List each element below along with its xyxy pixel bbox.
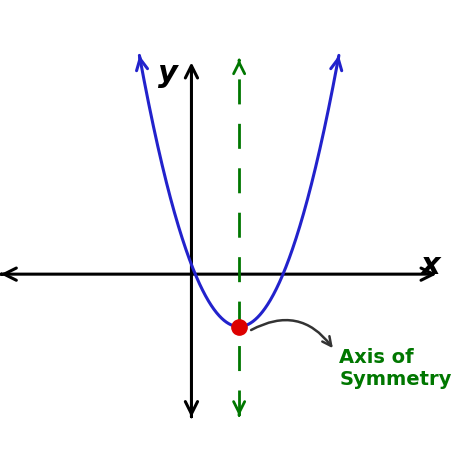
Text: y: y (158, 59, 178, 88)
Text: Axis of
Symmetry: Axis of Symmetry (339, 348, 452, 389)
Text: x: x (420, 251, 440, 280)
